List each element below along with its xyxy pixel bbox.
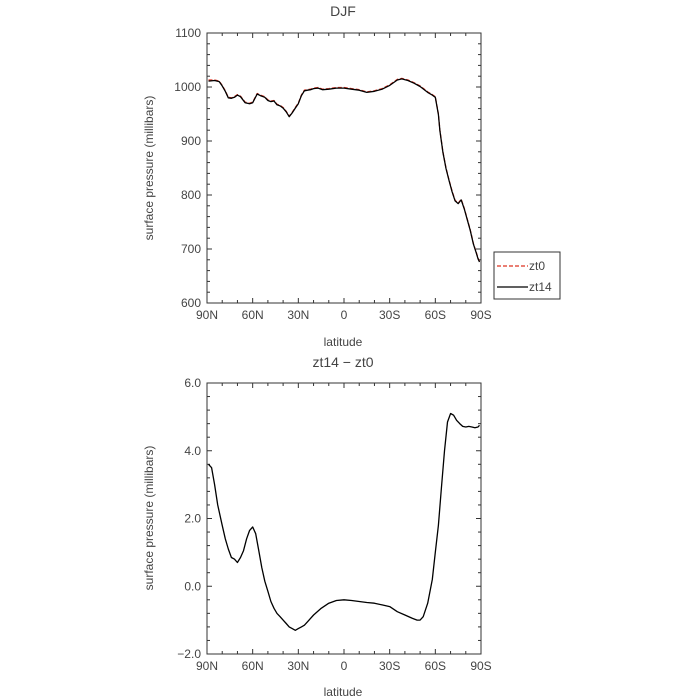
legend-label-zt14: zt14 xyxy=(529,280,552,294)
bottom-x-axis-label: latitude xyxy=(324,685,363,699)
bottom-y-tick-label: −2.0 xyxy=(177,647,201,661)
legend: zt0 zt14 xyxy=(493,251,561,300)
bottom-ticks xyxy=(206,382,482,655)
bottom-x-tick-label: 60N xyxy=(242,659,264,673)
bottom-chart-title: zt14 − zt0 xyxy=(312,354,373,370)
top-series xyxy=(208,77,481,263)
top-x-axis-label: latitude xyxy=(324,335,363,349)
top-y-tick-label: 800 xyxy=(181,188,201,202)
top-x-tick-labels: 90N 60N 30N 0 30S 60S 90S xyxy=(196,308,492,322)
bottom-plot-frame xyxy=(206,382,482,655)
top-y-tick-label: 900 xyxy=(181,134,201,148)
top-y-tick-labels: 600 700 800 900 1000 1100 xyxy=(174,26,201,310)
bottom-y-tick-label: 6.0 xyxy=(184,376,201,390)
top-ticks xyxy=(206,32,482,304)
bottom-series xyxy=(208,412,480,631)
bottom-x-tick-label: 30S xyxy=(379,659,400,673)
top-x-tick-label: 30N xyxy=(287,308,309,322)
top-x-tick-label: 0 xyxy=(341,308,348,322)
bottom-y-tick-label: 2.0 xyxy=(184,512,201,526)
legend-box xyxy=(493,251,561,300)
top-chart-title: DJF xyxy=(330,3,356,19)
bottom-y-tick-label: 0.0 xyxy=(184,579,201,593)
top-y-axis-label: surface pressure (millibars) xyxy=(142,96,156,241)
bottom-x-tick-label: 90S xyxy=(470,659,491,673)
bottom-x-tick-label: 30N xyxy=(287,659,309,673)
top-x-tick-label: 60N xyxy=(242,308,264,322)
top-x-tick-label: 30S xyxy=(379,308,400,322)
bottom-x-tick-labels: 90N 60N 30N 0 30S 60S 90S xyxy=(196,659,492,673)
legend-label-zt0: zt0 xyxy=(529,259,545,273)
panel-top: DJF 90N 60N 30N 0 30S 60S 90S 600 700 800 900 1000… xyxy=(142,3,561,349)
top-x-tick-label: 60S xyxy=(425,308,446,322)
bottom-y-tick-labels: −2.0 0.0 2.0 4.0 6.0 xyxy=(177,376,201,661)
top-y-tick-label: 1100 xyxy=(175,26,201,40)
bottom-y-axis-label: surface pressure (millibars) xyxy=(142,446,156,591)
top-y-tick-label: 700 xyxy=(181,242,201,256)
bottom-x-tick-label: 90N xyxy=(196,659,218,673)
bottom-x-tick-label: 0 xyxy=(341,659,348,673)
top-plot-frame xyxy=(206,32,482,304)
bottom-series-line-0 xyxy=(208,412,480,631)
panel-bottom: zt14 − zt0 90N 60N 30N 0 30S 60S 90S −2.0 0.0 2.… xyxy=(142,354,492,699)
top-y-tick-label: 1000 xyxy=(174,80,201,94)
bottom-x-tick-label: 60S xyxy=(425,659,446,673)
top-x-tick-label: 90S xyxy=(470,308,491,322)
top-y-tick-label: 600 xyxy=(181,296,201,310)
bottom-y-tick-label: 4.0 xyxy=(184,444,201,458)
top-series-line-zt14 xyxy=(208,78,481,263)
top-series-line-zt0 xyxy=(208,77,481,262)
top-x-tick-label: 90N xyxy=(196,308,218,322)
